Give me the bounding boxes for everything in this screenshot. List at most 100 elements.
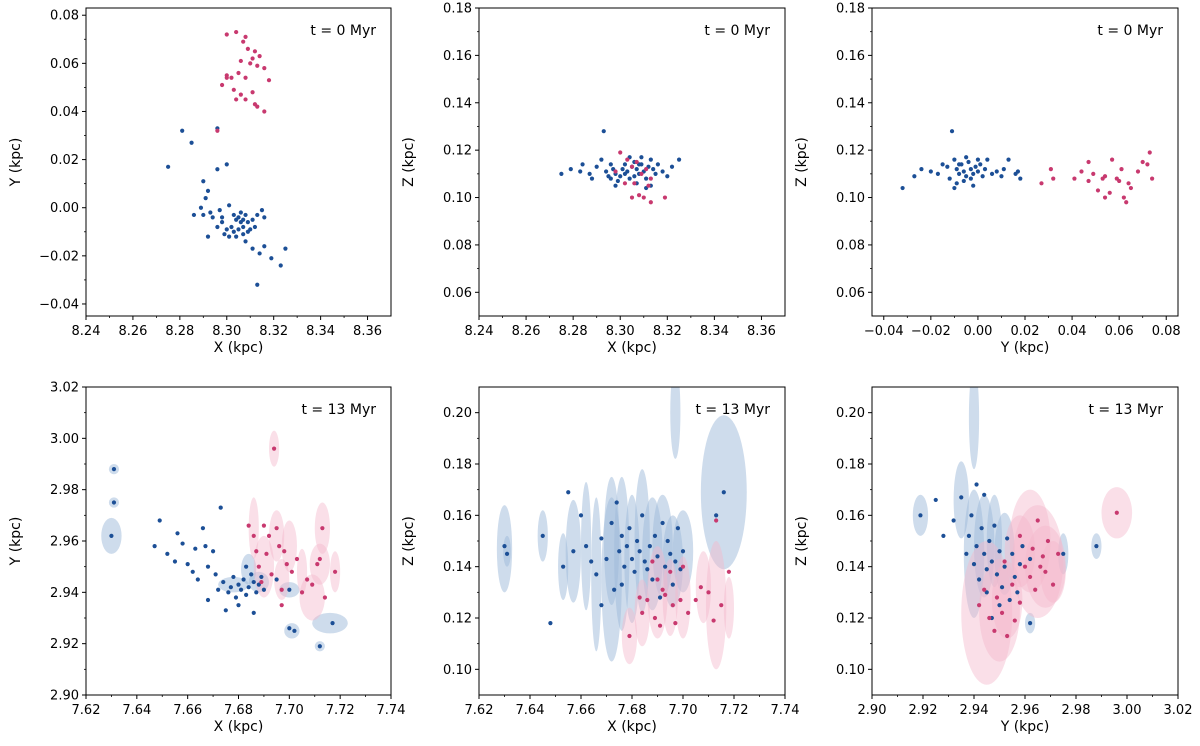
data-point-blue [968, 167, 973, 172]
data-point-pink [322, 595, 328, 600]
data-point-blue [249, 572, 254, 577]
data-point-blue [660, 520, 665, 526]
data-point-blue [994, 572, 1000, 577]
plot-area [166, 29, 288, 287]
data-point-blue [624, 544, 630, 549]
data-point-blue [982, 167, 988, 172]
data-point-blue [231, 229, 236, 234]
data-point-blue [259, 208, 265, 213]
data-point-pink [320, 526, 325, 531]
data-point-blue [262, 244, 267, 249]
data-point-blue [637, 549, 642, 554]
data-point-blue [653, 171, 658, 176]
data-point-blue [604, 556, 609, 562]
data-point-blue [221, 579, 226, 585]
data-point-pink [279, 587, 284, 592]
data-point-pink [673, 621, 678, 626]
data-point-pink [629, 195, 635, 200]
y-tick-label: 0.18 [443, 458, 472, 473]
data-point-pink [241, 39, 246, 44]
data-point-blue [971, 171, 976, 176]
x-tick-label: −0.04 [864, 324, 904, 339]
x-axis-label: X (kpc) [607, 719, 657, 735]
plot-area [496, 387, 747, 670]
data-point-pink [1150, 176, 1155, 181]
data-point-blue [236, 582, 241, 587]
data-point-blue [1094, 544, 1099, 549]
data-point-blue [971, 562, 977, 567]
data-point-pink [1022, 564, 1028, 569]
data-point-blue [244, 592, 249, 598]
data-point-pink [1135, 169, 1141, 174]
data-point-blue [203, 544, 208, 549]
data-point-blue [224, 227, 229, 232]
data-point-blue [255, 282, 260, 287]
data-point-blue [262, 215, 267, 220]
data-point-blue [635, 538, 640, 544]
data-point-blue [287, 626, 292, 631]
x-tick-label: 8.28 [165, 324, 194, 339]
data-point-blue [997, 603, 1002, 608]
panel-time-label: t = 0 Myr [704, 23, 770, 39]
data-point-pink [680, 564, 686, 569]
data-point-pink [1147, 150, 1152, 155]
data-point-blue [973, 164, 978, 169]
data-point-pink [231, 87, 236, 92]
data-point-blue [246, 585, 251, 590]
y-tick-label: 0.12 [836, 612, 865, 627]
y-tick-label: −0.02 [39, 249, 79, 264]
data-point-pink [1017, 600, 1023, 605]
data-point-pink [238, 92, 243, 97]
data-point-blue [568, 167, 573, 172]
data-point-blue [111, 467, 117, 472]
panel-time-label: t = 13 Myr [695, 402, 770, 418]
data-point-blue [622, 162, 628, 167]
x-tick-label: 2.98 [1062, 703, 1091, 718]
data-point-pink [282, 549, 287, 554]
data-point-pink [257, 54, 262, 59]
data-point-blue [617, 549, 622, 554]
data-point-blue [1018, 176, 1023, 181]
data-point-pink [245, 46, 250, 52]
data-point-blue [952, 157, 957, 162]
x-tick-label: 8.34 [700, 324, 729, 339]
y-tick-label: 3.02 [50, 381, 79, 396]
data-point-pink [252, 49, 258, 54]
data-point-pink [641, 195, 646, 200]
data-point-pink [1117, 178, 1122, 184]
uncertainty-ellipse-blue [503, 535, 511, 567]
x-tick-label: 2.96 [1011, 703, 1040, 718]
data-point-blue [223, 608, 228, 613]
data-point-pink [652, 615, 658, 621]
data-point-blue [1020, 544, 1025, 549]
data-point-blue [982, 551, 987, 556]
data-point-pink [636, 193, 642, 198]
data-point-blue [601, 129, 606, 134]
y-axis-label: Z (kpc) [794, 137, 810, 187]
data-point-pink [663, 592, 668, 598]
data-point-pink [714, 518, 719, 523]
data-point-blue [200, 526, 206, 531]
data-point-pink [262, 109, 267, 114]
x-tick-label: 8.28 [559, 324, 588, 339]
data-point-blue [964, 155, 969, 160]
data-point-blue [157, 518, 162, 523]
data-point-pink [719, 603, 724, 608]
data-point-pink [1028, 574, 1033, 580]
data-point-blue [238, 587, 244, 592]
data-point-pink [1095, 188, 1101, 193]
y-tick-label: 0.08 [836, 238, 865, 253]
data-point-blue [256, 582, 261, 587]
data-point-blue [243, 239, 248, 244]
data-point-blue [180, 541, 185, 546]
data-point-blue [257, 251, 262, 256]
data-point-blue [241, 577, 246, 582]
x-tick-label: 0.08 [1152, 324, 1181, 339]
data-point-blue [639, 155, 644, 160]
axes-frame [871, 7, 1179, 317]
data-point-blue [540, 533, 545, 538]
data-point-pink [1002, 559, 1007, 564]
data-point-blue [989, 559, 994, 564]
data-point-blue [252, 224, 258, 230]
data-point-blue [1005, 536, 1010, 541]
